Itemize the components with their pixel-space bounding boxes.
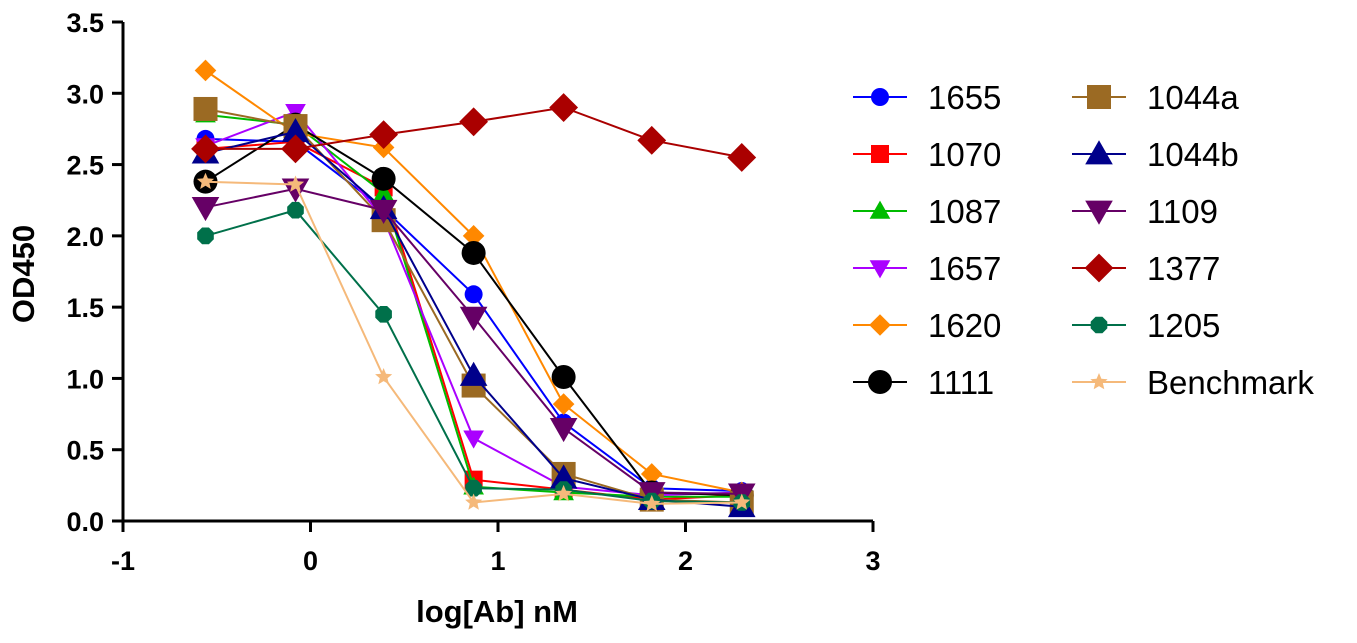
- y-tick-label: 3.5: [66, 8, 104, 38]
- data-point: [375, 368, 393, 385]
- legend-item: 1657: [853, 250, 1001, 287]
- data-point: [191, 196, 220, 222]
- legend-marker: [1084, 253, 1114, 283]
- data-point: [640, 463, 663, 485]
- data-point: [369, 120, 399, 150]
- data-point: [196, 172, 215, 189]
- legend-label: 1070: [928, 136, 1001, 173]
- data-point: [194, 59, 217, 82]
- data-point: [375, 306, 392, 323]
- legend: 1655 1070 1087 1657 1620 1111 1044a 1044b 1109 13…: [853, 79, 1314, 401]
- legend-item: 1087: [853, 193, 1001, 230]
- data-point: [369, 199, 398, 224]
- data-point: [459, 361, 488, 386]
- series-layer: [191, 59, 757, 518]
- data-point: [549, 417, 578, 443]
- legend-label: 1655: [928, 79, 1001, 116]
- legend-item: Benchmark: [1072, 364, 1314, 401]
- data-point: [637, 125, 667, 155]
- legend-item: 1205: [1072, 307, 1220, 344]
- x-tick-label: 1: [490, 546, 505, 576]
- y-tick-label: 2.0: [66, 222, 104, 252]
- legend-item: 1044a: [1072, 79, 1239, 116]
- data-point: [555, 484, 573, 502]
- series-benchmark: [196, 172, 751, 512]
- legend-label: 1087: [928, 193, 1001, 230]
- data-point: [465, 479, 482, 497]
- legend-marker: [868, 370, 892, 394]
- data-point: [464, 285, 483, 304]
- y-tick-label: 2.5: [66, 151, 104, 181]
- data-point: [463, 430, 484, 449]
- data-point: [459, 107, 489, 137]
- data-point: [371, 166, 396, 191]
- legend-marker: [1085, 200, 1113, 225]
- data-point: [459, 306, 488, 331]
- y-axis-title: OD450: [6, 225, 41, 323]
- legend-item: 1655: [853, 79, 1001, 116]
- legend-marker: [871, 88, 889, 106]
- legend-marker: [1085, 140, 1113, 165]
- y-tick-label: 0.0: [66, 507, 104, 537]
- series-1044a: [193, 96, 754, 515]
- legend-label: Benchmark: [1147, 364, 1314, 401]
- series-1657: [195, 104, 753, 506]
- data-point: [552, 393, 575, 415]
- legend-label: 1044a: [1147, 79, 1239, 116]
- data-point: [551, 365, 576, 390]
- data-point: [286, 175, 305, 192]
- x-tick-label: 2: [678, 546, 693, 576]
- y-tick-label: 0.5: [66, 436, 104, 466]
- data-point: [549, 93, 579, 122]
- legend-item: 1070: [853, 136, 1001, 173]
- legend-label: 1657: [928, 250, 1001, 287]
- y-tick-label: 3.0: [66, 79, 104, 109]
- legend-item: 1044b: [1072, 136, 1239, 173]
- data-point: [462, 225, 485, 247]
- legend-item: 1109: [1072, 193, 1218, 230]
- x-tick-label: 0: [303, 546, 318, 576]
- series-1377: [191, 93, 757, 172]
- legend-label: 1377: [1147, 250, 1220, 287]
- legend-marker: [1087, 85, 1111, 109]
- legend-item: 1377: [1072, 250, 1220, 287]
- data-point: [727, 143, 757, 172]
- x-axis-title: log[Ab] nM: [416, 594, 578, 629]
- legend-marker: [869, 260, 891, 279]
- legend-label: 1111: [928, 364, 994, 401]
- data-point: [191, 134, 220, 164]
- data-point: [465, 493, 483, 510]
- data-point: [287, 201, 304, 219]
- data-point: [373, 182, 394, 201]
- data-point: [197, 227, 214, 245]
- data-point: [643, 494, 661, 512]
- legend-label: 1109: [1147, 193, 1218, 230]
- legend-marker: [869, 200, 891, 219]
- legend-item: 1111: [853, 364, 994, 401]
- y-tick-label: 1.5: [66, 293, 104, 323]
- legend-label: 1044b: [1147, 136, 1239, 173]
- data-point: [281, 134, 310, 164]
- legend-marker: [1090, 373, 1108, 390]
- legend-label: 1205: [1147, 307, 1220, 344]
- y-tick-label: 1.0: [66, 364, 104, 394]
- data-point: [461, 240, 486, 265]
- data-point: [281, 117, 310, 143]
- legend-marker: [871, 145, 889, 163]
- legend-label: 1620: [928, 307, 1001, 344]
- axes: [121, 22, 873, 523]
- data-point: [193, 96, 218, 121]
- x-tick-label: -1: [111, 546, 135, 576]
- ticks-layer: -1 0 1 2 3 0.0 0.5 1.0 1.5 2.0 2.5 3.0 3.5: [66, 8, 880, 576]
- legend-item: 1620: [853, 307, 1001, 344]
- data-point: [733, 493, 751, 510]
- x-tick-label: 3: [865, 546, 880, 576]
- legend-marker: [1090, 316, 1108, 334]
- data-point: [549, 464, 578, 489]
- legend-marker: [869, 314, 891, 336]
